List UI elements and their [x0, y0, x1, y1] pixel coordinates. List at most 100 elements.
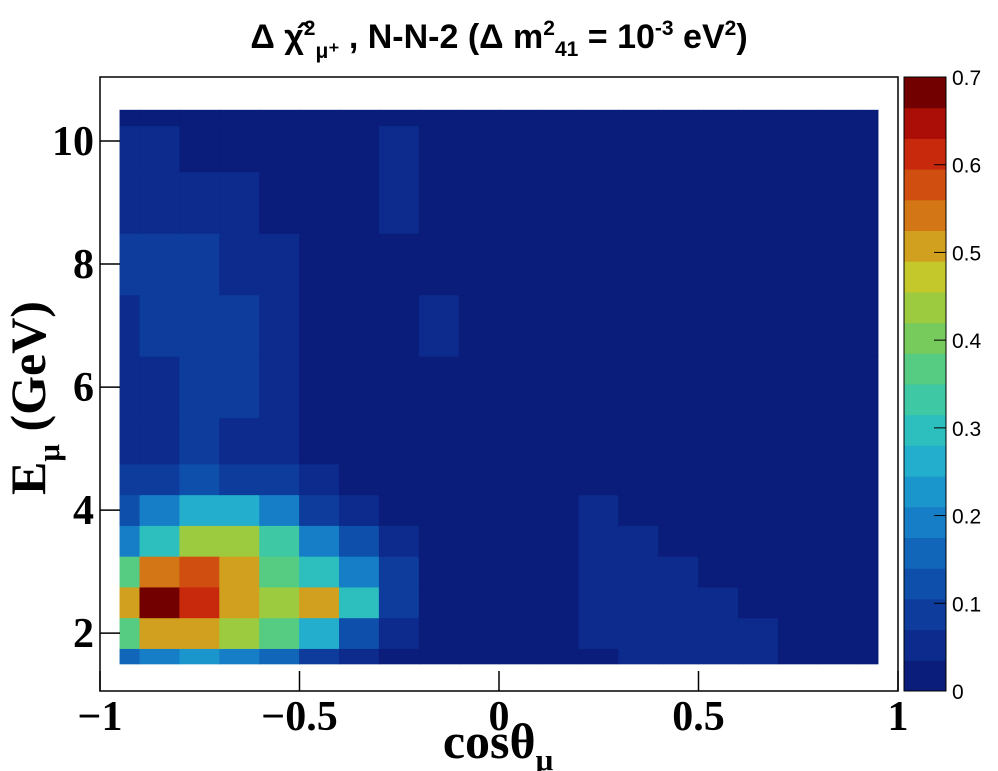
colorbar-band	[904, 445, 946, 477]
contour-cell	[498, 586, 540, 619]
contour-cell	[777, 125, 819, 173]
contour-cell	[179, 125, 221, 173]
x-tick-label: 0	[489, 694, 510, 740]
contour-cell	[538, 494, 580, 526]
colorbar-band	[904, 568, 946, 600]
contour-cell	[498, 355, 540, 419]
contour-cell	[418, 417, 460, 465]
contour-cell	[698, 355, 739, 419]
contour-cell	[817, 494, 859, 526]
contour-cell	[179, 294, 221, 357]
colorbar-band	[904, 291, 946, 324]
x-axis-label-part: μ	[536, 742, 554, 771]
contour-cell	[538, 463, 580, 496]
contour-cell	[857, 355, 879, 419]
contour-cell	[817, 355, 859, 419]
contour-cell	[777, 648, 819, 665]
contour-cell	[219, 463, 260, 496]
contour-cell	[418, 525, 460, 557]
colorbar-band	[904, 384, 946, 416]
contour-cell	[338, 232, 380, 296]
z-tick-label: 0.4	[952, 330, 982, 353]
contour-cell	[119, 355, 141, 419]
contour-cell	[338, 109, 380, 127]
contour-cell	[259, 109, 300, 127]
contour-cell	[538, 355, 580, 419]
contour-cell	[139, 294, 181, 357]
contour-cell	[817, 125, 859, 173]
z-tick-label: 0	[952, 681, 964, 704]
contour-cell	[378, 555, 420, 588]
contour-cell	[119, 555, 141, 588]
contour-cell	[119, 125, 141, 173]
contour-cell	[119, 463, 141, 496]
contour-cell	[418, 494, 460, 526]
contour-cell	[817, 417, 859, 465]
contour-cell	[299, 555, 340, 588]
contour-cell	[418, 232, 460, 296]
contour-cell	[338, 586, 380, 619]
contour-cell	[857, 171, 879, 234]
chart-title-part: = 10	[578, 18, 655, 56]
x-axis-label: cosθμ	[443, 713, 554, 771]
colorbar-band	[904, 353, 946, 385]
contour-cells	[119, 109, 879, 665]
contour-cell	[179, 109, 221, 127]
chart-title-part: 41	[555, 38, 579, 61]
contour-cell	[299, 494, 340, 526]
chart-title-part: )	[736, 18, 747, 56]
contour-cell	[378, 355, 420, 419]
contour-cell	[538, 109, 580, 127]
contour-cell	[618, 494, 660, 526]
contour-cell	[458, 648, 500, 665]
contour-cell	[338, 463, 380, 496]
contour-cell	[299, 294, 340, 357]
contour-cell	[618, 648, 660, 665]
contour-cell	[139, 463, 181, 496]
contour-cell	[817, 617, 859, 649]
contour-cell	[139, 417, 181, 465]
contour-cell	[738, 294, 779, 357]
contour-cell	[857, 109, 879, 127]
colorbar-band	[904, 629, 946, 661]
contour-cell	[618, 294, 660, 357]
chart-title-part: 2	[543, 17, 555, 40]
contour-cell	[578, 355, 620, 419]
contour-cell	[119, 294, 141, 357]
contour-cell	[498, 109, 540, 127]
contour-cell	[498, 125, 540, 173]
contour-cell	[139, 125, 181, 173]
contour-cell	[578, 232, 620, 296]
colorbar-band	[904, 506, 946, 538]
contour-cell	[219, 555, 260, 588]
contour-cell	[458, 463, 500, 496]
contour-cell	[299, 617, 340, 649]
contour-cell	[777, 294, 819, 357]
contour-cell	[378, 232, 420, 296]
contour-cell	[738, 125, 779, 173]
contour-cell	[219, 109, 260, 127]
contour-cell	[338, 617, 380, 649]
colorbar-band	[904, 261, 946, 293]
contour-cell	[658, 417, 699, 465]
contour-cell	[139, 109, 181, 127]
contour-cell	[578, 294, 620, 357]
contour-cell	[219, 294, 260, 357]
contour-cell	[777, 586, 819, 619]
contour-cell	[219, 125, 260, 173]
contour-cell	[698, 232, 739, 296]
contour-cell	[338, 525, 380, 557]
colorbar-frame	[903, 76, 947, 692]
contour-cell	[738, 617, 779, 649]
y-tick-label: 6	[73, 365, 94, 411]
contour-cell	[658, 109, 699, 127]
contour-cell	[498, 171, 540, 234]
contour-cell	[578, 494, 620, 526]
contour-cell	[179, 525, 221, 557]
contour-cell	[698, 586, 739, 619]
contour-cell	[299, 648, 340, 665]
contour-cell	[658, 555, 699, 588]
contour-cell	[458, 171, 500, 234]
contour-cell	[698, 171, 739, 234]
contour-cell	[338, 648, 380, 665]
